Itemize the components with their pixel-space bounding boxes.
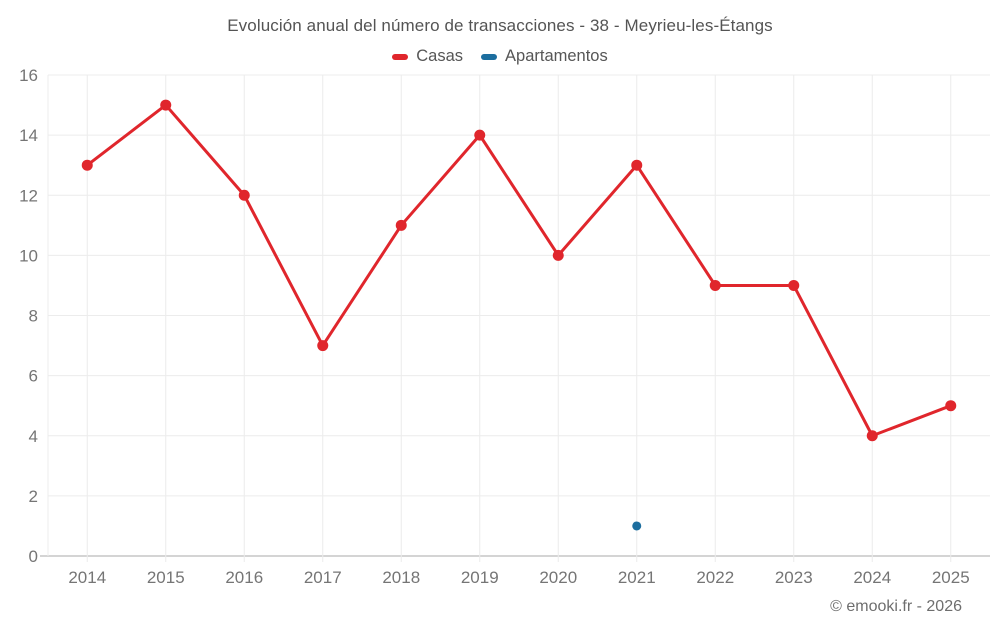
x-axis-tick-label: 2014 [68,568,106,587]
data-point-casas [81,159,93,171]
x-axis-tick-label: 2015 [147,568,185,587]
data-point-casas [317,340,329,352]
data-point-casas [160,99,172,111]
copyright: © emooki.fr - 2026 [830,598,962,615]
y-axis-tick-label: 10 [19,246,38,265]
data-point-apartamentos [632,521,642,531]
legend-label: Apartamentos [505,47,608,65]
data-point-casas [945,400,957,412]
y-axis-tick-label: 0 [29,547,38,566]
y-axis-tick-label: 6 [29,367,38,386]
y-axis-tick-label: 12 [19,186,38,205]
data-point-casas [866,430,878,442]
data-point-casas [552,249,564,261]
data-point-casas [238,189,250,201]
legend-label: Casas [416,47,464,65]
x-axis-tick-label: 2020 [539,568,577,587]
data-point-casas [474,129,486,141]
y-axis-tick-label: 2 [29,487,38,506]
legend-item-apartamentos[interactable]: Apartamentos [481,47,608,66]
legend-swatch-icon [392,53,409,60]
y-axis-tick-label: 14 [19,126,38,145]
data-point-casas [395,219,407,231]
x-axis-tick-label: 2019 [461,568,499,587]
legend-swatch-icon [481,53,498,60]
y-axis-tick-label: 4 [29,427,38,446]
chart-title: Evolución anual del número de transaccio… [227,16,773,35]
data-point-casas [788,279,800,291]
y-axis-tick-label: 16 [19,66,38,85]
data-point-casas [709,279,721,291]
x-axis-tick-label: 2017 [304,568,342,587]
legend-item-casas[interactable]: Casas [392,47,463,66]
x-axis-tick-label: 2016 [225,568,263,587]
x-axis-tick-label: 2024 [853,568,891,587]
x-axis-tick-label: 2022 [696,568,734,587]
series-line-casas [85,103,953,438]
x-axis-tick-label: 2025 [932,568,970,587]
x-axis-tick-label: 2018 [382,568,420,587]
x-axis-tick-label: 2023 [775,568,813,587]
data-point-casas [631,159,643,171]
chart-legend: Casas Apartamentos [0,47,1000,66]
y-axis-tick-label: 8 [29,307,38,326]
x-axis-tick-label: 2021 [618,568,656,587]
